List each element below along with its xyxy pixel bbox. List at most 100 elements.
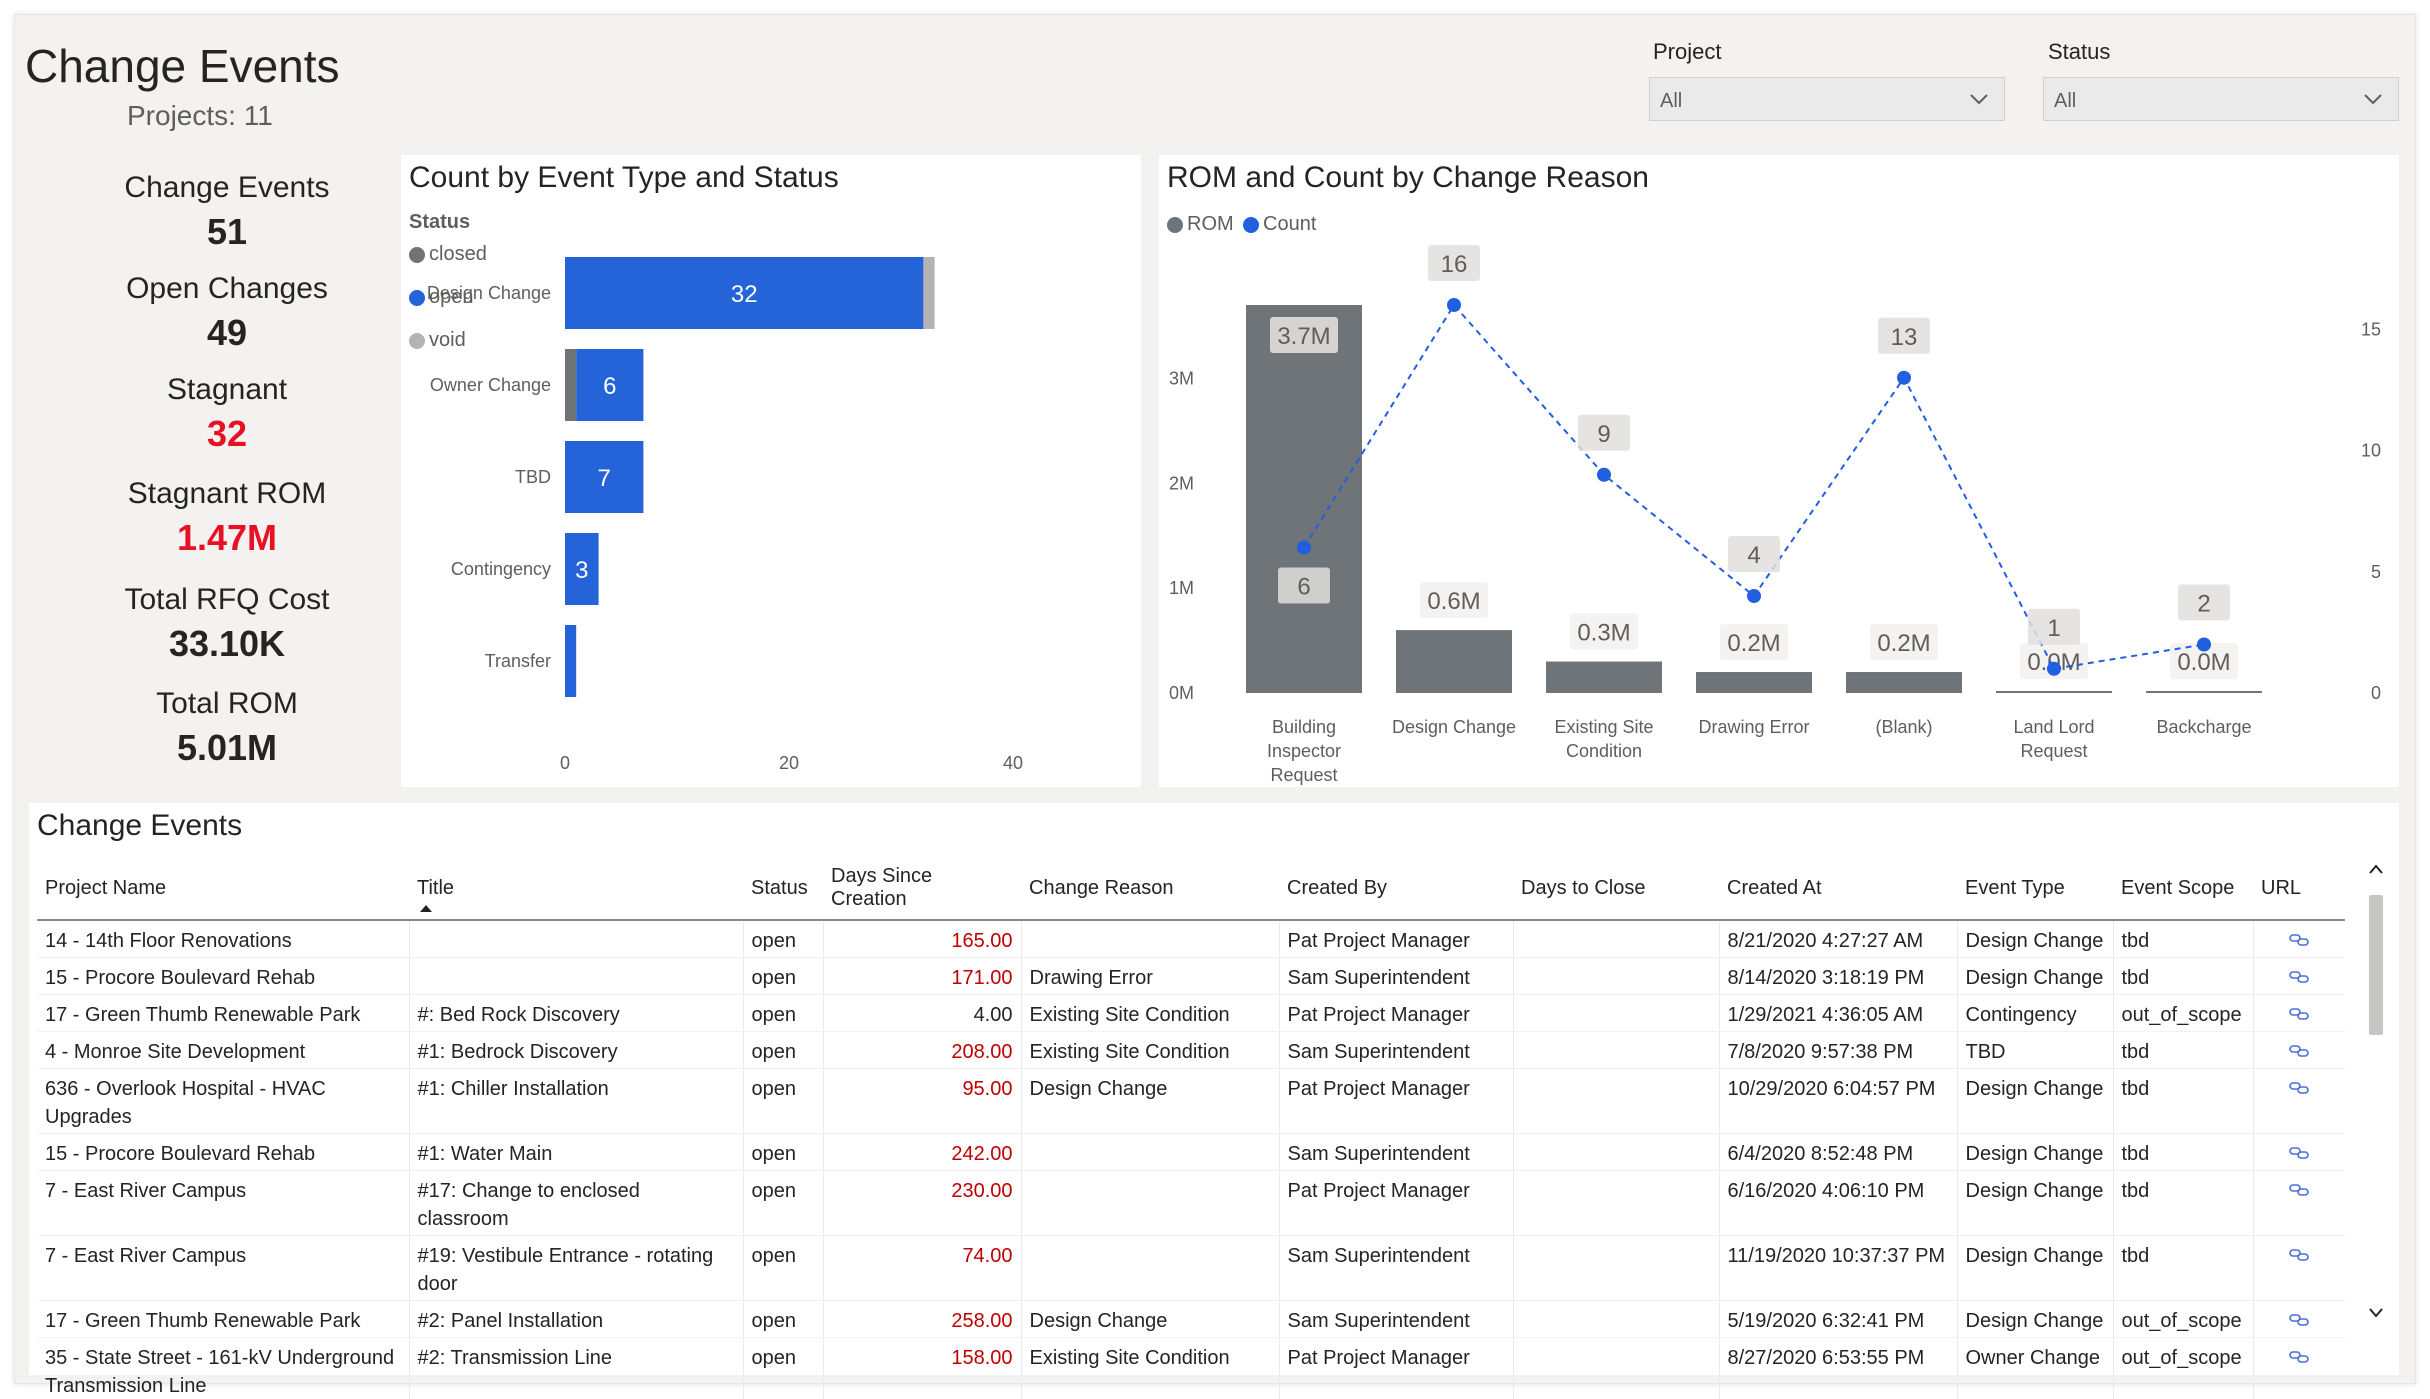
cell-days-to-close [1512,994,1719,1032]
link-icon[interactable] [2289,1350,2310,1364]
link-icon[interactable] [2289,1248,2310,1262]
y-right-tick-label: 5 [2371,562,2381,582]
cell-created-by: Sam Superintendent [1278,1031,1513,1069]
link-icon[interactable] [2289,1183,2310,1197]
change-events-table: Project Name Title Status Days Since Cre… [37,855,2345,1399]
cell-url[interactable] [2252,957,2345,995]
cell-url[interactable] [2252,994,2345,1032]
cell-url[interactable] [2252,1170,2345,1236]
table-row[interactable]: 15 - Procore Boulevard Rehab open 171.00 Dr… [37,957,2345,995]
table-row[interactable]: 7 - East River Campus #17: Change to encl… [37,1170,2345,1236]
cell-status: open [742,1300,823,1338]
col-header-created-by[interactable]: Created By [1279,855,1513,921]
cell-title [408,920,743,958]
table-row[interactable]: 14 - 14th Floor Renovations open 165.00 Pat… [37,920,2345,958]
bar-data-label: 3 [575,557,588,584]
table-row[interactable]: 7 - East River Campus #19: Vestibule Entr… [37,1235,2345,1301]
col-header-change-reason[interactable]: Change Reason [1021,855,1279,921]
category-label: Existing Site Condition [1554,717,1653,761]
project-slicer[interactable]: All [1649,77,2005,121]
col-header-status[interactable]: Status [743,855,823,921]
cell-change-reason: Design Change [1020,1068,1279,1134]
y-right-tick-label: 15 [2361,319,2381,339]
cell-url[interactable] [2252,1235,2345,1301]
table-row[interactable]: 17 - Green Thumb Renewable Park #: Bed Ro… [37,994,2345,1032]
cell-change-reason [1020,1235,1279,1301]
cell-project-name: 17 - Green Thumb Renewable Park [37,1300,409,1338]
page-title: Change Events [25,40,340,92]
link-icon[interactable] [2289,1146,2310,1160]
cell-url[interactable] [2252,1300,2345,1338]
cell-url[interactable] [2252,1068,2345,1134]
cell-url[interactable] [2252,1031,2345,1069]
rom-bar [1546,661,1662,693]
col-header-created-at[interactable]: Created At [1719,855,1957,921]
kpi-stagnant-label: Stagnant [166,373,288,406]
legend-item-rom[interactable]: ROM [1167,213,1234,236]
cell-title: #2: Panel Installation [408,1300,743,1338]
cell-project-name: 15 - Procore Boulevard Rehab [37,957,409,995]
count-label-box [2028,608,2080,645]
count-data-label: 13 [1891,324,1918,351]
col-header-event-type[interactable]: Event Type [1957,855,2113,921]
cell-created-at: 1/29/2021 4:36:05 AM [1718,994,1957,1032]
cell-days-since-creation: 95.00 [822,1068,1021,1134]
col-header-days-since-creation[interactable]: Days Since Creation [823,855,1021,921]
cell-event-type: Design Change [1956,920,2113,958]
rom-bar [1696,672,1812,693]
table-row[interactable]: 35 - State Street - 161-kV Underground T… [37,1337,2345,1399]
legend-item-count[interactable]: Count [1243,213,1316,236]
col-header-url[interactable]: URL [2253,855,2345,921]
sort-ascending-icon[interactable] [419,903,433,913]
status-legend-title: Status [409,211,471,233]
cell-days-since-creation: 74.00 [822,1235,1021,1301]
cell-days-since-creation: 165.00 [822,920,1021,958]
cell-title: #1: Water Main [408,1133,743,1171]
link-icon[interactable] [2289,1081,2310,1095]
cell-change-reason: Existing Site Condition [1020,1031,1279,1069]
cell-url[interactable] [2252,1133,2345,1171]
col-header-title[interactable]: Title [409,855,743,921]
legend-item-void[interactable]: void [409,329,466,352]
scrollbar-thumb[interactable] [2369,895,2383,1035]
link-icon[interactable] [2289,1044,2310,1058]
cell-event-scope: out_of_scope [2112,1337,2253,1399]
link-icon[interactable] [2289,933,2310,947]
col-header-days-to-close[interactable]: Days to Close [1513,855,1719,921]
bar-void [923,257,935,329]
link-icon[interactable] [2289,1313,2310,1327]
scroll-up-icon[interactable] [2368,863,2384,875]
link-icon[interactable] [2289,970,2310,984]
cell-url[interactable] [2252,920,2345,958]
cell-created-at: 5/19/2020 6:32:41 PM [1718,1300,1957,1338]
scroll-down-icon[interactable] [2368,1307,2384,1319]
cell-created-by: Sam Superintendent [1278,1235,1513,1301]
cell-days-to-close [1512,1133,1719,1171]
kpi-stagnant-value: 32 [206,413,248,454]
rom-data-label: 0.3M [1577,620,1630,647]
cell-url[interactable] [2252,1337,2345,1399]
table-row[interactable]: 15 - Procore Boulevard Rehab #1: Water Ma… [37,1133,2345,1171]
legend-item-open[interactable]: open [409,286,474,309]
table-row[interactable]: 17 - Green Thumb Renewable Park #2: Panel… [37,1300,2345,1338]
cell-event-type: Owner Change [1956,1337,2113,1399]
cell-days-since-creation: 208.00 [822,1031,1021,1069]
category-label: Building Inspector Request [1267,717,1341,785]
cell-days-since-creation: 230.00 [822,1170,1021,1236]
table-row[interactable]: 636 - Overlook Hospital - HVAC Upgrades #… [37,1068,2345,1134]
table-scrollbar[interactable] [2365,855,2387,1325]
status-slicer[interactable]: All [2043,77,2399,121]
legend-item-closed[interactable]: closed [409,243,487,266]
legend-dot-count [1243,216,1259,233]
link-icon[interactable] [2289,1007,2310,1021]
col-header-event-scope[interactable]: Event Scope [2113,855,2253,921]
x-tick-label: 0 [560,753,570,773]
category-label: Backcharge [2156,717,2251,737]
cell-created-by: Sam Superintendent [1278,1133,1513,1171]
legend-label-open: open [429,286,474,308]
col-header-project-name[interactable]: Project Name [37,855,409,921]
rom-data-label: 0.2M [1877,630,1930,657]
change-reason-chart-panel: ROM and Count by Change Reason ROM Count… [1159,155,2399,787]
cell-created-at: 6/16/2020 4:06:10 PM [1718,1170,1957,1236]
table-row[interactable]: 4 - Monroe Site Development #1: Bedrock D… [37,1031,2345,1069]
